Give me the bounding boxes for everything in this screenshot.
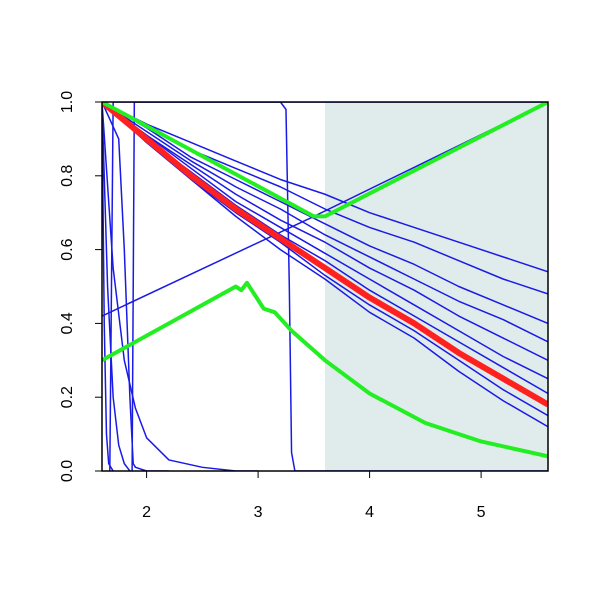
x-tick-label: 2 bbox=[142, 504, 151, 521]
highlight-region bbox=[325, 102, 548, 471]
plot-frame bbox=[101, 101, 549, 472]
y-tick-label: 0.4 bbox=[59, 312, 76, 334]
series-line bbox=[102, 102, 131, 471]
x-tick-label: 3 bbox=[254, 504, 263, 521]
y-tick-label: 0.0 bbox=[59, 460, 76, 482]
series-line bbox=[131, 102, 548, 471]
series-line bbox=[102, 102, 548, 408]
series-line bbox=[102, 102, 548, 361]
x-tick-label: 5 bbox=[477, 504, 486, 521]
series-line bbox=[109, 102, 548, 471]
y-tick-label: 0.6 bbox=[59, 238, 76, 260]
series-line bbox=[102, 102, 548, 273]
series-line bbox=[102, 102, 548, 219]
y-tick-label: 0.2 bbox=[59, 386, 76, 408]
series-line bbox=[102, 280, 548, 459]
series-line bbox=[102, 102, 548, 325]
series-line bbox=[102, 102, 548, 380]
y-tick-label: 0.8 bbox=[59, 165, 76, 187]
series-line bbox=[102, 102, 548, 343]
y-tick-label: 1.0 bbox=[59, 91, 76, 113]
series-line bbox=[102, 102, 259, 471]
x-tick-label: 4 bbox=[365, 504, 374, 521]
